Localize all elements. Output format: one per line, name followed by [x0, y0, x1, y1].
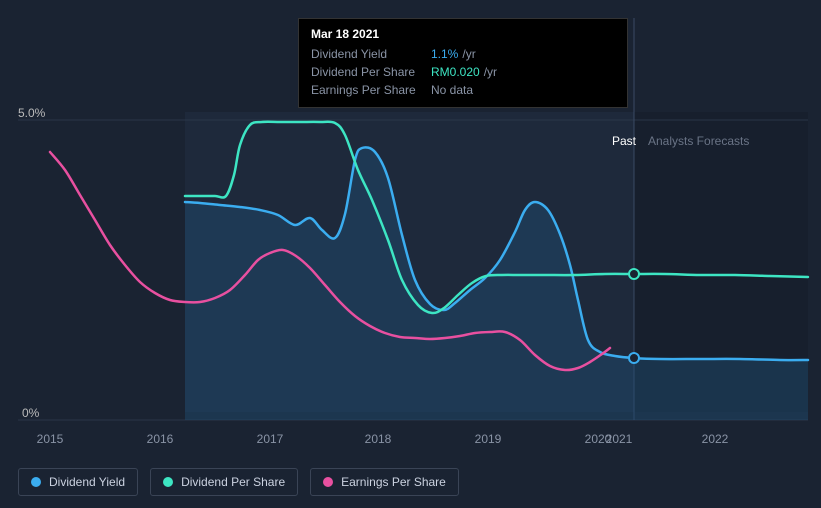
tooltip-row-unit: /yr [484, 65, 497, 79]
x-axis-tick: 2017 [257, 432, 284, 446]
legend-swatch [163, 477, 173, 487]
legend-item[interactable]: Dividend Yield [18, 468, 138, 496]
toggle-past[interactable]: Past [604, 130, 644, 152]
tooltip-row-label: Earnings Per Share [311, 83, 431, 97]
legend-label: Dividend Yield [49, 475, 125, 489]
legend-swatch [31, 477, 41, 487]
y-axis-min-label: 0% [22, 406, 39, 420]
legend-label: Dividend Per Share [181, 475, 285, 489]
legend-label: Earnings Per Share [341, 475, 446, 489]
tooltip-row: Earnings Per Share No data [311, 81, 615, 99]
legend-item[interactable]: Dividend Per Share [150, 468, 298, 496]
y-axis-max-label: 5.0% [18, 106, 45, 120]
toggle-forecast[interactable]: Analysts Forecasts [640, 130, 757, 152]
tooltip-date: Mar 18 2021 [311, 27, 615, 41]
x-axis-tick: 2016 [147, 432, 174, 446]
tooltip-row-value: 1.1% [431, 47, 458, 61]
tooltip-row-label: Dividend Yield [311, 47, 431, 61]
x-axis-tick: 2018 [365, 432, 392, 446]
tooltip-row-value: No data [431, 83, 473, 97]
tooltip-row: Dividend Per Share RM0.020 /yr [311, 63, 615, 81]
legend-swatch [323, 477, 333, 487]
x-axis-tick: 2022 [702, 432, 729, 446]
x-axis-tick: 2015 [37, 432, 64, 446]
tooltip-row: Dividend Yield 1.1% /yr [311, 45, 615, 63]
tooltip-row-value: RM0.020 [431, 65, 480, 79]
tooltip-row-unit: /yr [462, 47, 475, 61]
tooltip-row-label: Dividend Per Share [311, 65, 431, 79]
x-axis-tick: 2019 [475, 432, 502, 446]
x-axis-tick: 2021 [606, 432, 633, 446]
chart-legend: Dividend Yield Dividend Per Share Earnings… [18, 468, 459, 496]
chart-container: Mar 18 2021 Dividend Yield 1.1% /yr Divi… [0, 0, 821, 508]
legend-item[interactable]: Earnings Per Share [310, 468, 459, 496]
chart-tooltip: Mar 18 2021 Dividend Yield 1.1% /yr Divi… [298, 18, 628, 108]
